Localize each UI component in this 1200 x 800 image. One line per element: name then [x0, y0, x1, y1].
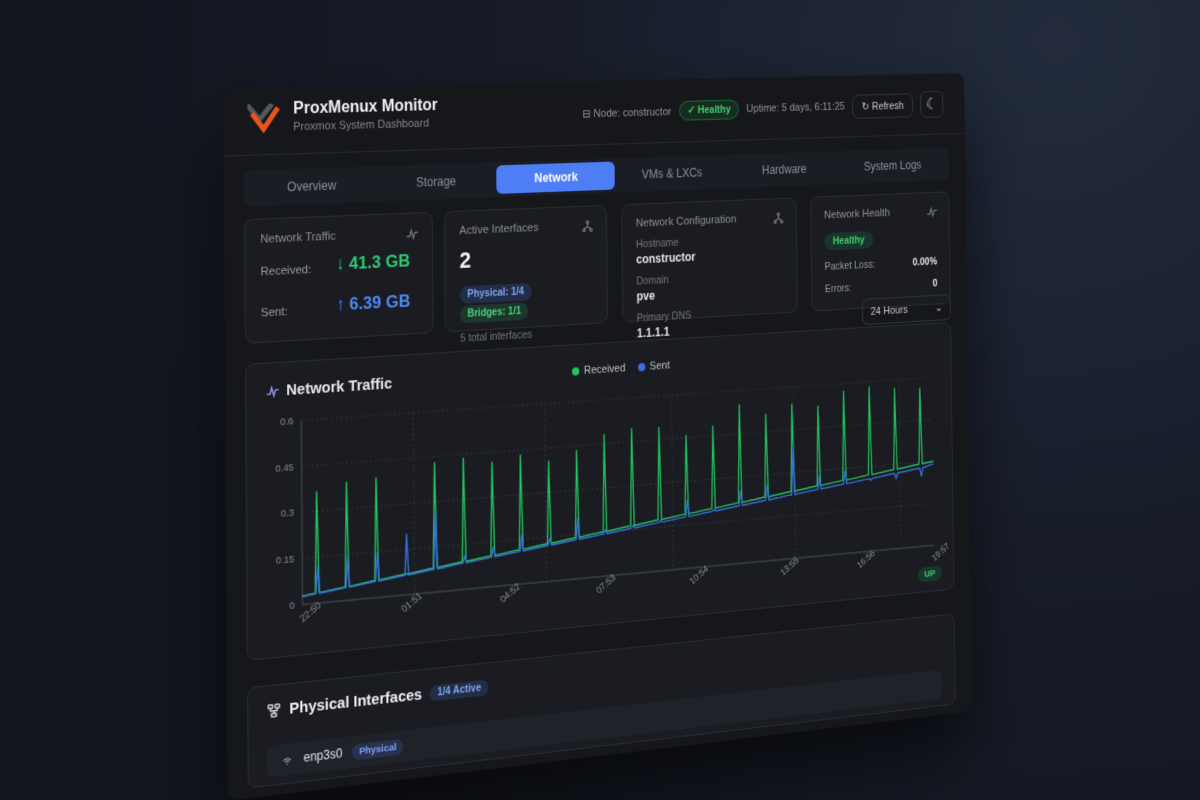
svg-text:0.45: 0.45 — [275, 462, 293, 474]
svg-text:0.3: 0.3 — [281, 508, 294, 520]
svg-text:0: 0 — [289, 600, 294, 611]
svg-text:0.15: 0.15 — [276, 554, 294, 566]
svg-text:19:57: 19:57 — [930, 541, 951, 563]
svg-text:0.6: 0.6 — [280, 416, 293, 428]
